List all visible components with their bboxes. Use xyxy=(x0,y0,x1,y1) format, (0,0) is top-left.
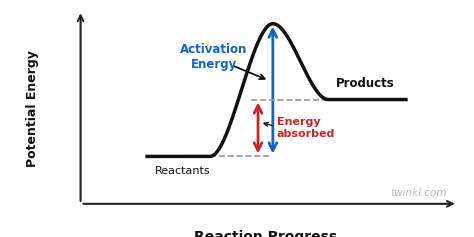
Text: Potential Energy: Potential Energy xyxy=(26,50,39,168)
Text: Reactants: Reactants xyxy=(155,166,210,176)
Text: Energy
absorbed: Energy absorbed xyxy=(276,117,335,139)
Text: Activation
Energy: Activation Energy xyxy=(180,43,247,71)
Text: Products: Products xyxy=(336,77,394,90)
Text: Reaction Progress: Reaction Progress xyxy=(194,230,337,237)
Text: twinkl.com: twinkl.com xyxy=(390,188,447,198)
